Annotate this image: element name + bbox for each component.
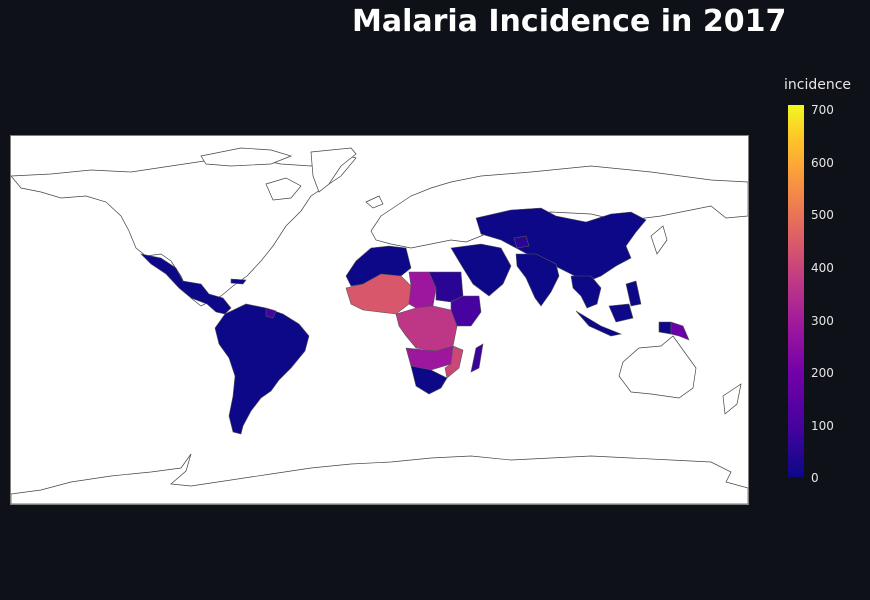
new-zealand [722, 383, 742, 415]
chart-title: Malaria Incidence in 2017 [352, 4, 787, 39]
country-india [515, 253, 560, 307]
colorbar-tick: 400 [811, 261, 834, 275]
baffin-island [265, 177, 302, 201]
country-borneo [608, 303, 634, 323]
colorbar-tick: 0 [811, 471, 819, 485]
country-southern-africa [410, 365, 448, 395]
country-afghanistan [513, 235, 530, 249]
arctic-islands [200, 147, 293, 167]
country-caribbean [230, 278, 247, 285]
greenland [310, 147, 357, 193]
choropleth-map[interactable] [10, 135, 749, 505]
country-south-america [214, 303, 310, 435]
country-madagascar [470, 343, 484, 373]
antarctica [11, 453, 748, 504]
country-middle-east [450, 243, 512, 297]
colorbar-tick: 200 [811, 366, 834, 380]
country-central-east-asia [475, 207, 647, 283]
country-guyana [265, 307, 277, 319]
uk-ireland [365, 195, 384, 209]
colorbar-title: incidence [784, 77, 852, 93]
australia [618, 335, 697, 399]
country-southeast-asia [570, 275, 602, 309]
europe-landmass [370, 165, 748, 249]
japan [650, 225, 668, 255]
world-map-svg [11, 147, 748, 504]
colorbar-tick: 600 [811, 156, 834, 170]
colorbar-tick: 700 [811, 103, 834, 117]
colorbar-gradient [788, 105, 804, 477]
country-mexico-central-america [140, 253, 232, 315]
colorbar-tick: 100 [811, 419, 834, 433]
country-papua-new-guinea [670, 321, 690, 341]
country-central-africa [395, 305, 458, 352]
country-philippines [625, 280, 642, 307]
country-east-africa [450, 295, 482, 327]
country-sumatra-java [575, 310, 623, 337]
colorbar-tick: 500 [811, 208, 834, 222]
country-west-papua [658, 321, 672, 335]
colorbar-tick: 300 [811, 314, 834, 328]
